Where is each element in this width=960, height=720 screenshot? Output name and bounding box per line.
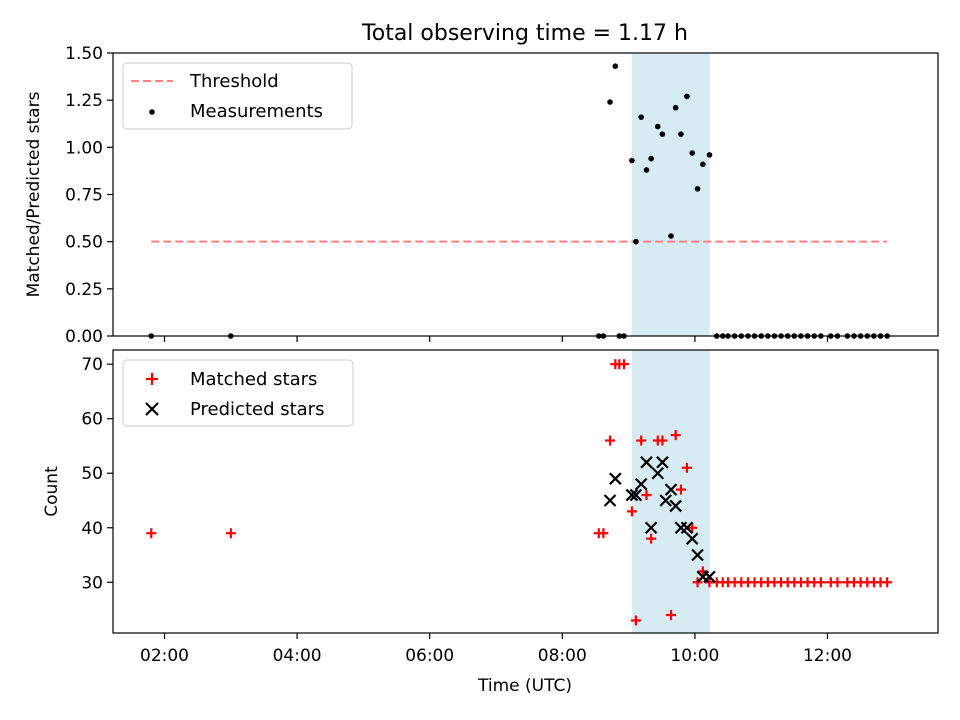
legend-measurements-label: Measurements xyxy=(190,101,323,122)
chart-title: Total observing time = 1.17 h xyxy=(361,21,688,46)
matched-star-point xyxy=(598,528,609,539)
observing-window-band xyxy=(631,350,710,633)
x-tick-label: 06:00 xyxy=(405,646,454,666)
x-tick-label: 02:00 xyxy=(140,646,189,666)
predicted-star-point xyxy=(644,521,658,535)
y-tick-label: 50 xyxy=(81,464,103,484)
y-tick-label: 0.00 xyxy=(65,327,103,347)
x-tick-label: 10:00 xyxy=(670,646,719,666)
y-tick-label: 1.25 xyxy=(65,91,103,111)
measurement-point xyxy=(643,167,650,173)
legend-matched-label: Matched stars xyxy=(190,369,317,390)
measurement-point xyxy=(678,131,684,137)
matched-star-point xyxy=(675,484,686,495)
predicted-star-point xyxy=(691,548,704,562)
x-tick-label: 12:00 xyxy=(803,646,852,666)
top-panel: 0.00 0.25 0.50 0.75 1.00 1.25 1.50 Matched/Pre… xyxy=(24,44,939,347)
matched-star-point xyxy=(666,610,677,621)
x-axis-label: Time (UTC) xyxy=(477,676,572,696)
predicted-star-point xyxy=(664,483,678,496)
top-legend: Threshold Measurements xyxy=(122,62,353,130)
measurement-point xyxy=(700,161,706,168)
measurement-point xyxy=(706,152,713,158)
measurement-point xyxy=(654,123,661,130)
predicted-star-point xyxy=(634,477,648,491)
matched-star-point xyxy=(832,577,843,588)
y-tick-label: 0.75 xyxy=(65,186,103,206)
y-tick-label: 0.50 xyxy=(65,233,103,253)
measurement-point xyxy=(612,63,619,70)
x-tick-label: 04:00 xyxy=(273,646,322,666)
matched-star-point xyxy=(146,528,157,539)
predicted-star-point xyxy=(703,570,716,584)
predicted-star-point xyxy=(685,532,699,545)
predicted-star-point xyxy=(669,499,682,513)
predicted-star-point xyxy=(640,456,653,469)
matched-star-point xyxy=(697,566,708,577)
matched-star-point xyxy=(646,533,657,544)
y-tick-label: 30 xyxy=(81,573,103,593)
measurement-point xyxy=(668,233,674,239)
bottom-axes-frame xyxy=(112,349,939,634)
measurement-point xyxy=(659,131,666,137)
measurement-point xyxy=(694,186,701,192)
matched-star-point xyxy=(636,435,647,446)
bottom-panel: 30 40 50 60 70 02:00 04:00 06:00 08:00 10:00 12:0… xyxy=(42,349,939,696)
matched-star-point xyxy=(641,490,652,501)
matched-star-point xyxy=(618,359,629,370)
measurement-point xyxy=(629,157,635,164)
top-y-axis-label: Matched/Predicted stars xyxy=(24,91,44,297)
matched-star-point xyxy=(815,577,826,588)
predicted-star-point xyxy=(609,472,622,485)
predicted-star-point xyxy=(603,494,617,507)
matched-star-point xyxy=(681,462,692,473)
predicted-star-point xyxy=(659,494,672,507)
matched-star-point xyxy=(605,435,616,446)
predicted-star-point xyxy=(625,488,639,502)
legend-matched-swatch xyxy=(146,373,158,385)
predicted-star-point xyxy=(651,466,665,480)
predicted-star-point xyxy=(680,521,694,535)
legend-measurements-swatch xyxy=(149,109,155,115)
matched-star-point xyxy=(225,528,236,539)
bottom-legend: Matched stars Predicted stars xyxy=(122,359,354,427)
predicted-star-point xyxy=(656,456,669,469)
legend-predicted-label: Predicted stars xyxy=(190,399,324,420)
measurement-point xyxy=(607,99,613,105)
predicted-star-point xyxy=(629,488,643,502)
matched-star-point xyxy=(687,522,698,533)
y-tick-label: 70 xyxy=(81,355,103,375)
measurement-point xyxy=(684,93,690,100)
measurement-point xyxy=(648,155,654,162)
measurement-point xyxy=(689,150,696,156)
measurement-point xyxy=(638,114,644,120)
y-tick-label: 1.00 xyxy=(65,138,103,158)
measurement-point xyxy=(672,104,679,111)
matched-star-point xyxy=(630,615,641,626)
matched-star-point xyxy=(882,577,893,588)
x-tick-label: 08:00 xyxy=(538,646,587,666)
matched-star-point xyxy=(626,506,637,517)
y-tick-label: 60 xyxy=(81,410,103,430)
legend-threshold-label: Threshold xyxy=(189,71,279,92)
bottom-y-axis-label: Count xyxy=(42,466,62,517)
y-tick-label: 1.50 xyxy=(65,44,103,64)
matched-star-point xyxy=(657,435,668,446)
observing-window-band xyxy=(631,53,710,336)
legend-predicted-swatch xyxy=(145,402,159,416)
matched-star-point xyxy=(670,430,681,441)
y-tick-label: 40 xyxy=(81,519,103,539)
measurement-point xyxy=(633,238,639,245)
y-tick-label: 0.25 xyxy=(65,280,103,300)
predicted-stars-series xyxy=(603,456,716,584)
